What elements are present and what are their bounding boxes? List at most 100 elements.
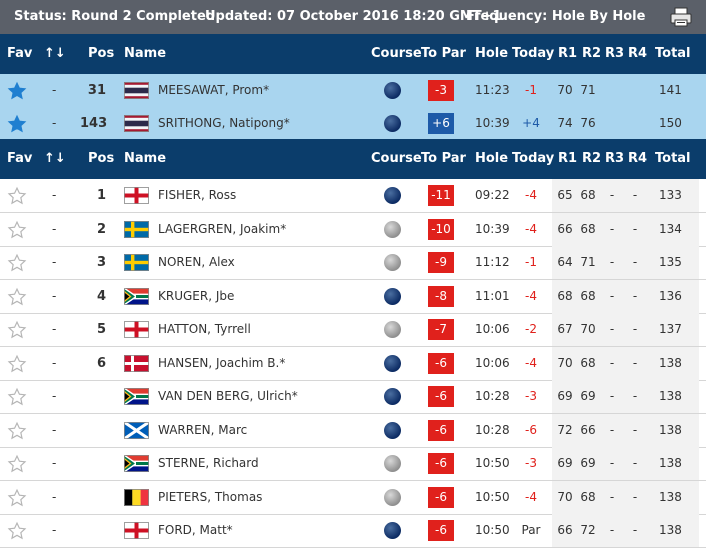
header-pos[interactable]: Pos [88,46,115,61]
header-move[interactable]: ↑↓ [44,46,66,61]
round-1-score: 70 [557,355,573,370]
header-name[interactable]: Name [124,46,167,61]
player-name[interactable]: FORD, Matt* [158,523,233,537]
favourite-star-icon[interactable] [7,287,27,307]
table-row[interactable]: - FORD, Matt* -6 10:50 Par 66 72- -138 [0,514,706,548]
player-name[interactable]: NOREN, Alex [158,255,235,269]
table-row[interactable]: - STERNE, Richard -6 10:50 -3 69 69- -138 [0,447,706,481]
round-1-score: 70 [557,83,573,97]
print-icon[interactable] [670,6,692,28]
rounds-band [552,480,699,514]
round-4-score: - [632,288,638,303]
player-name[interactable]: LAGERGREN, Joakim* [158,221,287,236]
today-score: -6 [525,422,537,437]
favourite-star-icon[interactable] [7,81,27,101]
to-par-badge: +6 [428,113,454,134]
favourite-star-icon[interactable] [7,454,27,474]
header-pos[interactable]: Pos [88,151,115,166]
player-name[interactable]: HATTON, Tyrrell [158,322,251,336]
header-r1[interactable]: R1 [558,151,578,166]
player-name[interactable]: STERNE, Richard [158,456,259,470]
favourite-star-icon[interactable] [7,253,27,273]
header-r4[interactable]: R4 [628,46,648,61]
player-name[interactable]: MEESAWAT, Prom* [158,83,270,97]
flag-sweden-icon [124,220,149,238]
header-fav: Fav [7,151,33,166]
movement: - [52,116,57,130]
today-score: -4 [525,288,537,303]
position: 3 [96,255,106,270]
to-par-badge: -9 [428,252,454,273]
round-3-score: - [609,188,615,202]
position: 5 [96,322,106,337]
header-r4[interactable]: R4 [628,151,648,166]
header-hole[interactable]: Hole [475,151,509,166]
header-r1[interactable]: R1 [558,46,578,61]
table-row[interactable]: -2 LAGERGREN, Joakim* -10 10:39 -4 66 68- -134 [0,212,706,247]
favourite-star-icon[interactable] [7,488,27,508]
flag-scotland-icon [124,421,149,439]
table-row[interactable]: -5 HATTON, Tyrrell -7 10:06 -2 67 70- -137 [0,313,706,347]
table-row[interactable]: -3 NOREN, Alex -9 11:12 -1 64 71- -135 [0,246,706,280]
header-r2[interactable]: R2 [582,151,602,166]
position: 143 [80,116,108,131]
flag-england-icon [124,187,149,204]
round-4-score: - [632,255,638,269]
header-fav: Fav [7,46,33,61]
favourite-row[interactable]: - 143 SRITHONG, Natipong* +6 10:39 +4 74 76 150 [0,107,706,141]
round-3-score: - [609,221,615,236]
total-score: 138 [659,422,682,437]
favourite-star-icon[interactable] [7,354,27,374]
rounds-band [552,179,699,212]
header-r3[interactable]: R3 [605,46,625,61]
player-name[interactable]: SRITHONG, Natipong* [158,116,290,130]
favourite-star-icon[interactable] [7,186,27,206]
player-name[interactable]: HANSEN, Joachim B.* [158,355,286,370]
header-today[interactable]: Today [512,151,555,166]
course-ball-icon [384,254,401,271]
today-score: -4 [525,355,537,370]
favourite-star-icon[interactable] [7,220,27,240]
hole-time: 10:28 [475,422,510,437]
favourite-star-icon[interactable] [7,387,27,407]
round-1-score: 66 [557,221,573,236]
table-row[interactable]: - WARREN, Marc -6 10:28 -6 72 66- -138 [0,413,706,448]
hole-time: 10:06 [475,355,510,370]
table-row[interactable]: -6 HANSEN, Joachim B.* -6 10:06 -4 70 68- -138 [0,346,706,381]
player-name[interactable]: PIETERS, Thomas [158,489,263,504]
favourite-star-icon[interactable] [7,114,27,134]
course-ball-icon [384,354,401,372]
favourite-star-icon[interactable] [7,320,27,340]
favourite-row[interactable]: - 31 MEESAWAT, Prom* -3 11:23 -1 70 71 141 [0,74,706,108]
header-r2[interactable]: R2 [582,46,602,61]
to-par-badge: -6 [428,486,454,508]
status-text: Status: Round 2 Completed [14,9,216,24]
header-hole[interactable]: Hole [475,46,509,61]
round-2-score: 71 [580,83,596,97]
header-to-par[interactable]: To Par [421,46,466,61]
player-name[interactable]: WARREN, Marc [158,422,248,437]
favourite-star-icon[interactable] [7,421,27,441]
header-move[interactable]: ↑↓ [44,151,66,166]
header-today[interactable]: Today [512,46,555,61]
header-r3[interactable]: R3 [605,151,625,166]
player-name[interactable]: KRUGER, Jbe [158,288,235,303]
player-name[interactable]: VAN DEN BERG, Ulrich* [158,389,298,403]
header-total[interactable]: Total [655,151,691,166]
course-ball-icon [384,220,401,238]
hole-time: 10:28 [475,389,510,403]
course-ball-icon [384,421,401,439]
table-row[interactable]: -4 KRUGER, Jbe -8 11:01 -4 68 68- -136 [0,279,706,314]
table-row[interactable]: -1 FISHER, Ross -11 09:22 -4 65 68- -133 [0,179,706,213]
table-row[interactable]: - PIETERS, Thomas -6 10:50 -4 70 68- -138 [0,480,706,515]
player-name[interactable]: FISHER, Ross [158,188,237,202]
favourite-star-icon[interactable] [7,521,27,541]
header-name[interactable]: Name [124,151,167,166]
course-ball-icon [384,455,401,472]
header-to-par[interactable]: To Par [421,151,466,166]
table-row[interactable]: - VAN DEN BERG, Ulrich* -6 10:28 -3 69 69- -138 [0,380,706,414]
total-score: 138 [659,389,682,403]
round-2-score: 68 [580,489,596,504]
round-1-score: 69 [557,389,573,403]
header-total[interactable]: Total [655,46,691,61]
